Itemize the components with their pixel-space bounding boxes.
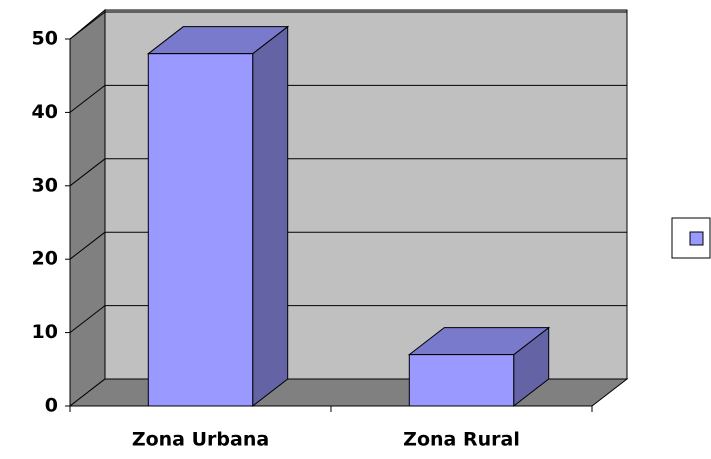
grid-line <box>69 85 106 113</box>
legend-swatch <box>689 231 704 246</box>
bars <box>146 25 551 408</box>
y-tick-label: 50 <box>32 28 58 50</box>
y-tick-label: 40 <box>32 101 58 123</box>
side-wall <box>69 8 106 408</box>
grid-line <box>69 305 106 333</box>
grid-line <box>69 231 106 260</box>
x-tick-label: Zona Rural <box>403 429 520 451</box>
y-tick-label: 30 <box>32 174 58 196</box>
x-tick-label: Zona Urbana <box>132 429 269 451</box>
y-tick-label: 10 <box>32 321 58 343</box>
y-tick-label: 0 <box>45 395 58 417</box>
y-tick-label: 20 <box>32 248 58 270</box>
bar-side <box>252 25 289 408</box>
grid-line <box>69 158 106 187</box>
grid-line <box>69 11 106 40</box>
bar <box>147 53 254 407</box>
bar <box>408 354 515 407</box>
